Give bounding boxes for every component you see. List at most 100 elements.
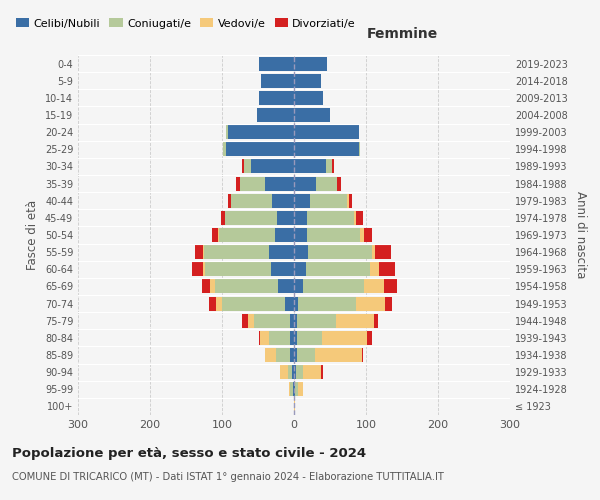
Bar (192, 262, 203, 276)
Bar (302, 280, 364, 293)
Bar (294, 245, 308, 259)
Bar (294, 91, 323, 105)
Bar (290, 314, 294, 328)
Bar (229, 194, 230, 207)
Bar (347, 194, 349, 207)
Text: Femmine: Femmine (367, 26, 437, 40)
Bar (359, 142, 360, 156)
Bar (251, 160, 294, 173)
Bar (385, 296, 392, 310)
Bar (228, 125, 294, 139)
Bar (196, 245, 203, 259)
Bar (218, 228, 219, 242)
Bar (209, 296, 216, 310)
Bar (205, 262, 271, 276)
Bar (277, 211, 294, 225)
Bar (269, 331, 290, 345)
Bar (304, 365, 322, 379)
Bar (308, 245, 372, 259)
Bar (362, 348, 363, 362)
Bar (203, 262, 205, 276)
Bar (294, 160, 326, 173)
Bar (294, 400, 295, 413)
Bar (310, 194, 347, 207)
Bar (372, 245, 376, 259)
Bar (294, 194, 310, 207)
Bar (322, 331, 367, 345)
Bar (242, 160, 244, 173)
Bar (280, 365, 288, 379)
Bar (230, 194, 272, 207)
Bar (248, 314, 254, 328)
Y-axis label: Anni di nascita: Anni di nascita (574, 192, 587, 278)
Bar (364, 280, 384, 293)
Bar (204, 245, 269, 259)
Bar (290, 348, 294, 362)
Bar (294, 125, 359, 139)
Bar (286, 296, 294, 310)
Bar (257, 108, 294, 122)
Bar (261, 74, 294, 88)
Bar (269, 245, 294, 259)
Bar (265, 176, 294, 190)
Bar (349, 194, 352, 207)
Bar (305, 262, 370, 276)
Bar (212, 228, 218, 242)
Bar (296, 365, 304, 379)
Bar (294, 382, 295, 396)
Bar (226, 142, 294, 156)
Bar (275, 228, 294, 242)
Bar (240, 176, 265, 190)
Bar (322, 365, 323, 379)
Bar (219, 228, 275, 242)
Bar (225, 211, 277, 225)
Text: Popolazione per età, sesso e stato civile - 2024: Popolazione per età, sesso e stato civil… (12, 448, 366, 460)
Bar (364, 228, 373, 242)
Bar (294, 331, 297, 345)
Bar (307, 211, 355, 225)
Bar (271, 262, 294, 276)
Bar (356, 211, 363, 225)
Bar (292, 365, 294, 379)
Bar (315, 348, 362, 362)
Bar (295, 382, 298, 396)
Bar (265, 348, 276, 362)
Legend: Celibi/Nubili, Coniugati/e, Vedovi/e, Divorziati/e: Celibi/Nubili, Coniugati/e, Vedovi/e, Di… (11, 14, 361, 33)
Bar (384, 280, 397, 293)
Bar (259, 91, 294, 105)
Bar (226, 125, 228, 139)
Bar (337, 176, 341, 190)
Bar (294, 314, 297, 328)
Bar (294, 74, 322, 88)
Bar (294, 56, 327, 70)
Bar (337, 314, 374, 328)
Bar (316, 176, 337, 190)
Bar (294, 262, 305, 276)
Bar (297, 331, 322, 345)
Bar (290, 382, 293, 396)
Bar (289, 382, 290, 396)
Bar (215, 280, 278, 293)
Bar (202, 280, 211, 293)
Bar (294, 142, 359, 156)
Bar (360, 228, 364, 242)
Bar (244, 160, 251, 173)
Bar (216, 296, 222, 310)
Bar (288, 365, 292, 379)
Bar (259, 56, 294, 70)
Bar (356, 296, 385, 310)
Bar (298, 296, 356, 310)
Bar (203, 245, 204, 259)
Bar (355, 211, 356, 225)
Y-axis label: Fasce di età: Fasce di età (26, 200, 39, 270)
Bar (211, 280, 215, 293)
Bar (242, 314, 248, 328)
Bar (370, 262, 379, 276)
Bar (260, 331, 269, 345)
Bar (298, 382, 304, 396)
Bar (332, 160, 334, 173)
Bar (294, 296, 298, 310)
Bar (293, 382, 294, 396)
Bar (272, 194, 294, 207)
Bar (222, 296, 286, 310)
